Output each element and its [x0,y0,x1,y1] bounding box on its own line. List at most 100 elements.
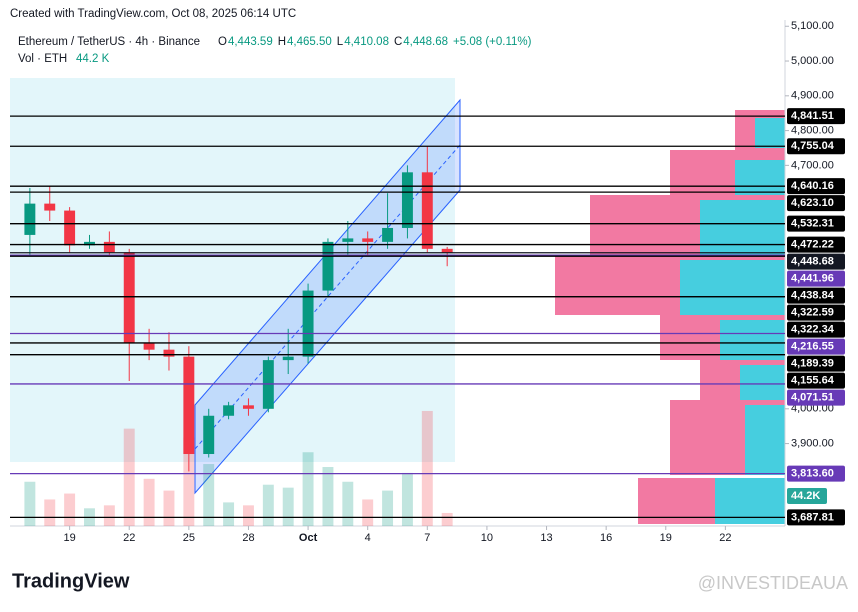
level-tag [787,215,845,232]
level-tag [787,389,845,406]
volume-bar [163,490,175,526]
volume-bar [44,499,56,526]
volume-bar [342,481,354,526]
level-label: 4,189.39 [791,357,834,369]
candle-body [143,342,155,350]
volume-bar [421,410,433,526]
volume-bar [103,505,115,526]
level-label: 4,640.16 [791,180,834,192]
x-tick-label: 4 [365,532,371,544]
ohlc-legend: O 4,443.59 H 4,465.50 L 4,410.08 C 4,448.68 [218,36,448,48]
volume-bar [64,493,76,526]
candle-body [44,203,56,211]
y-tick-label: 3,900.00 [791,437,834,449]
level-label: 4,532.31 [791,218,834,230]
level-label: 4,755.04 [791,140,835,152]
candle-body [421,172,433,249]
x-tick-label: 28 [242,532,254,544]
candle-body [163,349,175,357]
change: +5.08 (+0.11%) [453,36,532,48]
candle-body [362,238,374,242]
x-tick-label: 13 [540,532,552,544]
candle-body [441,248,453,253]
watermark: @INVESTIDEAUA [698,573,848,593]
ohlc-value: 4,465.50 [287,36,332,48]
x-tick-label: 7 [424,532,430,544]
volume-bar [362,499,374,526]
session-background [10,78,455,462]
volume-bar [143,478,155,526]
volume-bar [382,490,394,526]
candle-body [103,241,115,253]
candle-body [382,227,394,242]
volume-tag [787,488,827,504]
level-label: 4,322.34 [791,323,835,335]
level-tag [787,465,845,482]
x-tick-label: 25 [183,532,195,544]
level-tag [787,108,845,125]
volume-bar [441,512,453,526]
level-label: 4,155.64 [791,374,835,386]
y-tick-label: 4,700.00 [791,159,834,171]
symbol-title: Ethereum / TetherUS · 4h · Binance [18,36,200,48]
x-tick-label: 19 [660,532,672,544]
ohlc-key: O [218,36,227,48]
ohlc-key: C [394,36,402,48]
x-tick-label: 22 [123,532,135,544]
level-tag [787,321,845,338]
level-label: 4,448.68 [791,255,834,267]
level-tag [787,338,845,355]
x-tick-label: 22 [719,532,731,544]
candle-body [183,356,195,455]
volume-bar [401,472,413,526]
volume-bar [24,481,36,526]
logo: TradingView [12,570,130,592]
ohlc-key: H [278,36,286,48]
level-label: 3,687.81 [791,511,834,523]
level-label: 4,472.22 [791,238,834,250]
candle-body [401,172,413,228]
y-tick-label: 5,100.00 [791,20,834,32]
level-tag [787,287,845,304]
x-tick-label: 10 [481,532,493,544]
x-tick-label: Oct [299,532,318,544]
candle-body [282,356,294,361]
ohlc-value: 4,410.08 [344,36,389,48]
y-tick-label: 4,900.00 [791,90,834,102]
level-label: 4,441.96 [791,272,834,284]
y-tick-label: 4,800.00 [791,124,834,136]
x-tick-label: 19 [63,532,75,544]
volume-bar [242,505,254,526]
level-label: 4,841.51 [791,110,834,122]
volume-bar [203,464,215,526]
candle-body [24,203,36,235]
volume-tag-label: 44.2K [791,490,820,502]
level-tag [787,236,845,253]
candle-body [322,241,334,291]
level-tag [787,372,845,389]
ohlc-key: L [337,36,344,48]
level-label: 4,623.10 [791,197,834,209]
y-tick-label: 4,000.00 [791,403,834,415]
volume-bar [322,467,334,526]
level-tag [787,195,845,212]
volume-bar [183,437,195,526]
x-tick-label: 16 [600,532,612,544]
level-tag [787,138,845,155]
level-label: 3,813.60 [791,468,834,480]
level-tag [787,270,845,287]
candle-body [64,210,76,246]
candle-body [342,238,354,242]
candle-body [223,405,235,416]
candle-body [123,252,135,343]
volume-bar [302,452,314,526]
volume-bar [223,502,235,526]
level-label: 4,322.59 [791,306,834,318]
volume-value: 44.2 K [76,53,110,65]
created-note: Created with TradingView.com, Oct 08, 20… [10,8,296,20]
level-tag [787,253,845,270]
level-tag [787,509,845,526]
candle-body [302,290,314,357]
level-label: 4,071.51 [791,391,834,403]
